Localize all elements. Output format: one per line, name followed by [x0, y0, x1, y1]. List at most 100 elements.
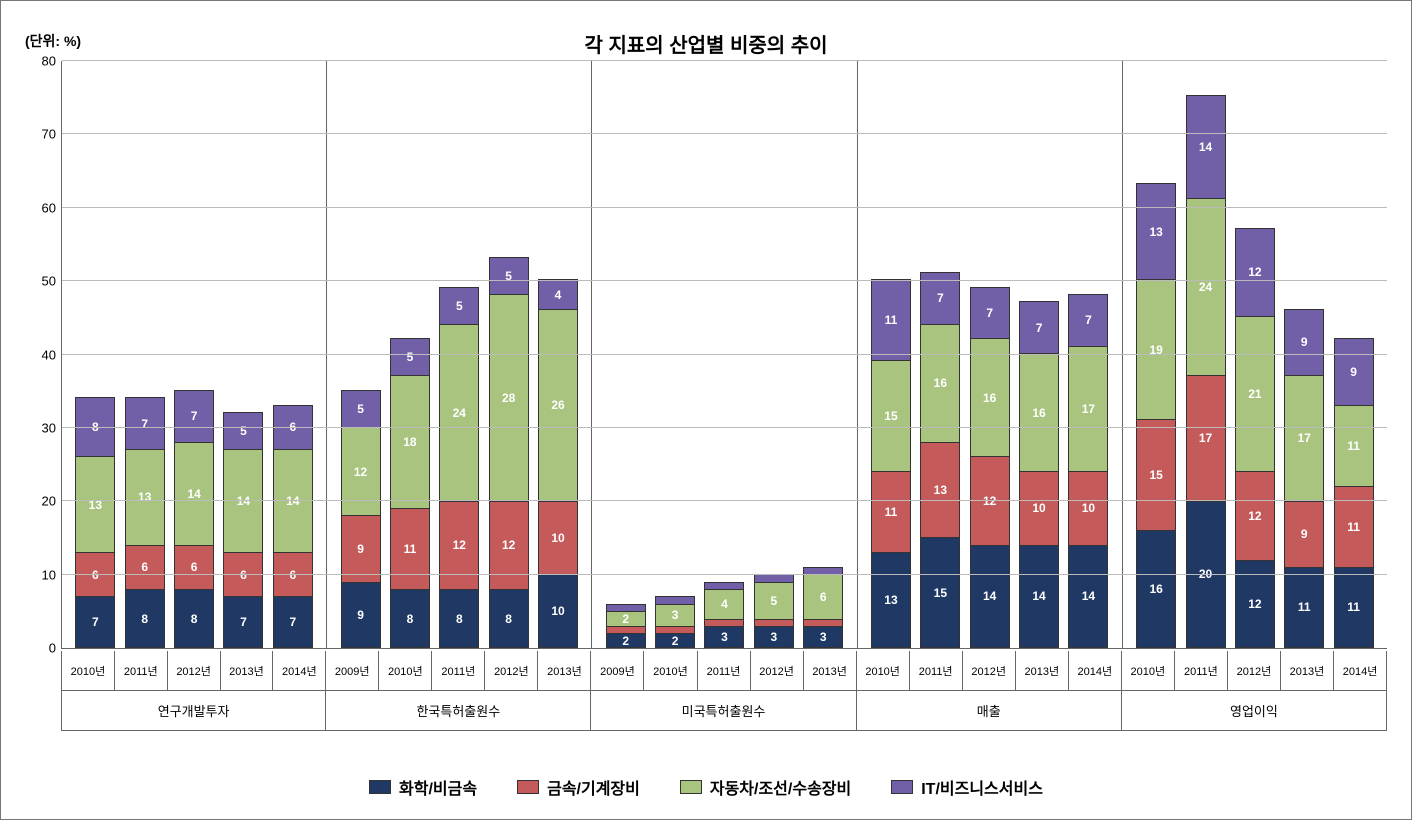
bar-value-label: 5 — [456, 299, 463, 313]
bar-segment-it: 4 — [538, 279, 578, 309]
bar-value-label: 8 — [505, 612, 512, 626]
bar-segment-it: 5 — [489, 257, 529, 294]
stacked-bar: 16151913 — [1136, 183, 1176, 648]
bar-segment-auto: 28 — [489, 294, 529, 501]
bar-value-label: 21 — [1248, 387, 1261, 401]
stacked-bar: 1412167 — [970, 287, 1010, 648]
bar-segment-auto: 17 — [1284, 375, 1324, 500]
year-label: 2010년 — [644, 651, 697, 691]
y-tick-label: 20 — [42, 494, 62, 509]
bar-value-label: 17 — [1199, 431, 1212, 445]
year-label: 2014년 — [273, 651, 326, 691]
bar-segment-chem: 7 — [75, 596, 115, 648]
bar-segment-metal — [754, 619, 794, 626]
bar-segment-chem: 14 — [1019, 545, 1059, 648]
bar-value-label: 7 — [92, 615, 99, 629]
bar-value-label: 15 — [934, 586, 947, 600]
bar-segment-auto: 17 — [1068, 346, 1108, 471]
bar-value-label: 11 — [1347, 600, 1360, 614]
year-label: 2010년 — [857, 651, 910, 691]
bar-value-label: 12 — [453, 538, 466, 552]
legend-item: 금속/기계장비 — [517, 775, 640, 799]
year-label: 2012년 — [963, 651, 1016, 691]
year-row: 2009년2010년2011년2012년2013년 — [591, 651, 856, 691]
bar-segment-metal: 15 — [1136, 419, 1176, 530]
x-group: 2009년2010년2011년2012년2013년미국특허출원수 — [591, 651, 856, 731]
bar-value-label: 18 — [403, 435, 416, 449]
bar-segment-auto: 16 — [1019, 353, 1059, 471]
bar-segment-auto: 6 — [803, 574, 843, 618]
bar-segment-it — [754, 574, 794, 581]
bar-value-label: 7 — [986, 306, 993, 320]
legend-label: 화학/비금속 — [399, 775, 477, 799]
bar-segment-chem: 7 — [273, 596, 313, 648]
bar-value-label: 9 — [357, 542, 364, 556]
bar-value-label: 15 — [1149, 468, 1162, 482]
stacked-bar: 86137 — [125, 397, 165, 648]
gridline — [62, 354, 1387, 355]
bar-segment-chem: 16 — [1136, 530, 1176, 648]
legend-swatch — [517, 780, 539, 794]
bar-segment-chem: 2 — [655, 633, 695, 648]
bar-segment-it: 5 — [341, 390, 381, 427]
x-group: 2010년2011년2012년2013년2014년영업이익 — [1122, 651, 1387, 731]
year-label: 2012년 — [485, 651, 538, 691]
bar-value-label: 10 — [1082, 501, 1095, 515]
bar-segment-it: 12 — [1235, 228, 1275, 317]
bar-segment-auto: 14 — [174, 442, 214, 545]
bar-value-label: 12 — [354, 465, 367, 479]
bar-segment-auto: 21 — [1235, 316, 1275, 471]
bar-value-label: 12 — [1248, 265, 1261, 279]
bar-value-label: 3 — [672, 608, 679, 622]
year-label: 2011년 — [698, 651, 751, 691]
bar-segment-metal: 9 — [1284, 501, 1324, 567]
bar-segment-auto: 16 — [970, 338, 1010, 456]
bar-segment-chem: 15 — [920, 537, 960, 648]
y-tick-label: 40 — [42, 347, 62, 362]
bar-value-label: 28 — [502, 391, 515, 405]
stacked-bar: 36 — [803, 567, 843, 648]
bar-value-label: 11 — [404, 542, 417, 556]
bar-segment-metal — [803, 619, 843, 626]
bar-value-label: 7 — [240, 615, 247, 629]
bar-segment-metal: 6 — [174, 545, 214, 589]
bar-segment-chem: 9 — [341, 582, 381, 648]
bar-segment-it: 11 — [871, 279, 911, 360]
bar-segment-chem: 11 — [1284, 567, 1324, 648]
stacked-bar: 1111119 — [1334, 338, 1374, 648]
legend-swatch — [680, 780, 702, 794]
bar-value-label: 5 — [771, 594, 778, 608]
bar-value-label: 24 — [1199, 280, 1212, 294]
bar-segment-auto: 2 — [606, 611, 646, 626]
bar-segment-chem: 13 — [871, 552, 911, 648]
legend-swatch — [891, 780, 913, 794]
bar-segment-chem: 10 — [538, 574, 578, 648]
bar-value-label: 3 — [771, 630, 778, 644]
stacked-bar: 20172414 — [1186, 95, 1226, 648]
group-name-label: 한국특허출원수 — [326, 691, 591, 731]
bar-segment-metal: 6 — [125, 545, 165, 589]
year-label: 2013년 — [804, 651, 857, 691]
bar-value-label: 7 — [1036, 321, 1043, 335]
legend-label: 금속/기계장비 — [547, 775, 640, 799]
bar-value-label: 11 — [1298, 600, 1311, 614]
bar-segment-chem: 11 — [1334, 567, 1374, 648]
gridline — [62, 574, 1387, 575]
bar-segment-it: 7 — [125, 397, 165, 449]
y-tick-label: 50 — [42, 274, 62, 289]
year-row: 2010년2011년2012년2013년2014년 — [1122, 651, 1387, 691]
bar-segment-chem: 8 — [125, 589, 165, 648]
bar-value-label: 9 — [1301, 335, 1308, 349]
bar-value-label: 14 — [1082, 589, 1095, 603]
bar-value-label: 14 — [1032, 589, 1045, 603]
bar-value-label: 2 — [672, 634, 679, 648]
bar-segment-it: 7 — [1068, 294, 1108, 346]
gridline — [62, 280, 1387, 281]
bar-value-label: 17 — [1298, 431, 1311, 445]
bar-segment-chem: 7 — [223, 596, 263, 648]
bar-segment-auto: 3 — [655, 604, 695, 626]
bar-segment-chem: 3 — [803, 626, 843, 648]
bar-group: 7613886137861477614576146 — [62, 61, 327, 648]
bar-segment-metal: 17 — [1186, 375, 1226, 500]
bar-segment-chem: 8 — [390, 589, 430, 648]
